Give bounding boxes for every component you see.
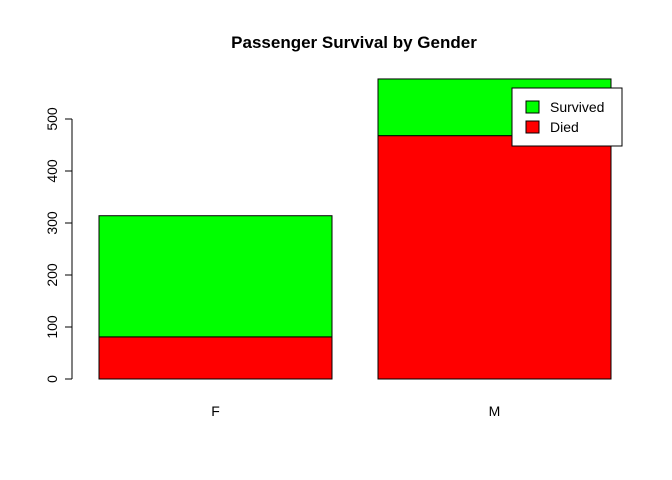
y-tick-label: 300 [44, 211, 60, 235]
category-label-f: F [211, 403, 220, 419]
y-tick-label: 200 [44, 263, 60, 287]
bar-f-died [98, 336, 333, 380]
category-label-m: M [489, 403, 501, 419]
y-tick-label: 500 [44, 107, 60, 131]
chart-title: Passenger Survival by Gender [231, 33, 477, 52]
bar-m-died [377, 135, 612, 380]
legend-label-died: Died [550, 119, 579, 135]
y-axis: 0 100 200 300 400 500 [44, 107, 73, 383]
legend: Survived Died [511, 87, 623, 147]
legend-label-survived: Survived [550, 99, 604, 115]
legend-swatch-survived [525, 100, 540, 114]
y-tick-label: 100 [44, 315, 60, 339]
y-tick-label: 400 [44, 159, 60, 183]
legend-box [511, 87, 623, 147]
y-tick-label: 0 [44, 375, 60, 383]
legend-swatch-died [525, 120, 540, 134]
bar-f-survived [98, 215, 333, 338]
